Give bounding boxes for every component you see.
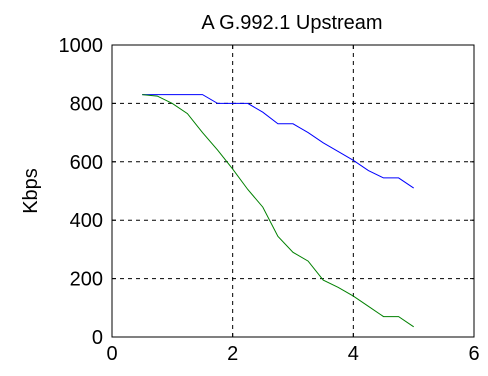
- x-tick-label: 6: [468, 343, 479, 365]
- x-tick-label: 4: [348, 343, 359, 365]
- chart-title: A G.992.1 Upstream: [201, 12, 382, 34]
- plot-frame: [111, 44, 475, 338]
- series-line-2: [142, 94, 414, 328]
- grid: [112, 45, 474, 337]
- series-layer: [142, 94, 414, 328]
- x-tick-label: 0: [106, 343, 117, 365]
- x-tick-label: 2: [227, 343, 238, 365]
- y-tick-label: 200: [70, 269, 103, 291]
- y-tick-label: 800: [70, 93, 103, 115]
- y-axis-label: Kbps: [20, 168, 42, 214]
- y-tick-label: 0: [92, 327, 103, 349]
- y-tick-label: 400: [70, 210, 103, 232]
- series-line-1: [142, 94, 414, 189]
- y-tick-label: 1000: [59, 35, 104, 57]
- ticks: 0 2 4 6 0 200 400 600 800 1000: [59, 35, 480, 365]
- y-tick-label: 600: [70, 152, 103, 174]
